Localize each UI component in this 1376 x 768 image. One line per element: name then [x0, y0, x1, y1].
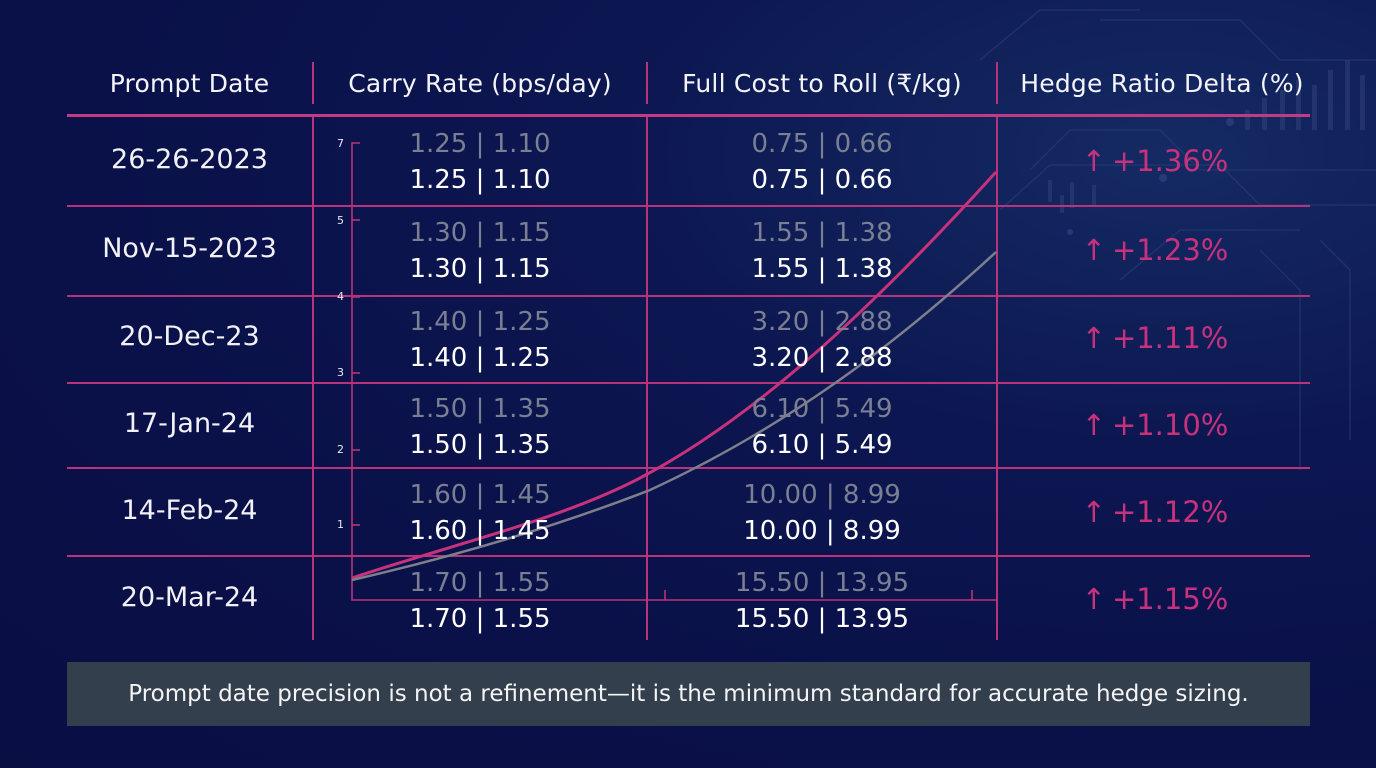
full-cost-value: 10.00 | 8.99 [743, 516, 901, 546]
arrow-up-icon: ↑ [1081, 408, 1106, 442]
header-divider [312, 62, 314, 104]
hedge-delta-value: +1.11% [1111, 321, 1229, 355]
full-cost-value: 1.55 | 1.38 [751, 254, 893, 284]
full-cost-ghost: 10.00 | 8.99 [743, 480, 901, 510]
full-cost-value: 6.10 | 5.49 [751, 430, 893, 460]
full-cost-cell: 0.75 | 0.66 0.75 | 0.66 [648, 126, 996, 198]
header-carry-rate: Carry Rate (bps/day) [348, 68, 612, 98]
column-divider [312, 117, 314, 640]
hedge-delta-value: +1.15% [1111, 582, 1229, 616]
full-cost-value: 0.75 | 0.66 [751, 165, 893, 195]
arrow-up-icon: ↑ [1081, 233, 1106, 267]
carry-rate-cell: 1.30 | 1.15 1.30 | 1.15 [314, 215, 646, 287]
header-divider [996, 62, 998, 104]
full-cost-cell: 15.50 | 13.95 15.50 | 13.95 [648, 565, 996, 637]
hedge-delta-cell: ↑ +1.11% [1000, 321, 1310, 355]
arrow-up-icon: ↑ [1081, 321, 1106, 355]
carry-rate-cell: 1.70 | 1.55 1.70 | 1.55 [314, 565, 646, 637]
row-prompt-date: 20-Dec-23 [119, 321, 260, 352]
full-cost-cell: 1.55 | 1.38 1.55 | 1.38 [648, 215, 996, 287]
hedge-delta-value: +1.12% [1111, 495, 1229, 529]
column-divider [996, 117, 998, 640]
header-full-cost: Full Cost to Roll (₹/kg) [682, 68, 962, 98]
carry-rate-ghost: 1.40 | 1.25 [409, 307, 551, 337]
full-cost-value: 3.20 | 2.88 [751, 343, 893, 373]
carry-rate-cell: 1.40 | 1.25 1.40 | 1.25 [314, 304, 646, 376]
full-cost-cell: 6.10 | 5.49 6.10 | 5.49 [648, 391, 996, 463]
arrow-up-icon: ↑ [1081, 495, 1106, 529]
y-tick-label: 4 [337, 290, 344, 303]
full-cost-ghost: 6.10 | 5.49 [751, 394, 893, 424]
footer-text: Prompt date precision is not a refinemen… [128, 681, 1249, 707]
row-divider [67, 382, 1310, 384]
carry-rate-ghost: 1.25 | 1.10 [409, 129, 551, 159]
carry-rate-value: 1.60 | 1.45 [409, 516, 551, 546]
row-divider [67, 555, 1310, 557]
hedge-delta-cell: ↑ +1.12% [1000, 495, 1310, 529]
full-cost-ghost: 15.50 | 13.95 [734, 568, 910, 598]
footer-callout: Prompt date precision is not a refinemen… [67, 662, 1310, 726]
arrow-up-icon: ↑ [1081, 582, 1106, 616]
y-tick-label: 2 [337, 443, 344, 456]
full-cost-cell: 3.20 | 2.88 3.20 | 2.88 [648, 304, 996, 376]
full-cost-ghost: 0.75 | 0.66 [751, 129, 893, 159]
carry-rate-cell: 1.50 | 1.35 1.50 | 1.35 [314, 391, 646, 463]
row-divider [67, 295, 1310, 297]
hedge-delta-value: +1.10% [1111, 408, 1229, 442]
carry-rate-ghost: 1.50 | 1.35 [409, 394, 551, 424]
full-cost-ghost: 1.55 | 1.38 [751, 218, 893, 248]
carry-rate-cell: 1.60 | 1.45 1.60 | 1.45 [314, 477, 646, 549]
carry-rate-value: 1.30 | 1.15 [409, 254, 551, 284]
arrow-up-icon: ↑ [1081, 144, 1106, 178]
row-prompt-date: 17-Jan-24 [123, 408, 256, 439]
hedge-delta-cell: ↑ +1.36% [1000, 144, 1310, 178]
row-divider [67, 205, 1310, 207]
header-hedge-delta: Hedge Ratio Delta (%) [1020, 68, 1304, 98]
full-cost-value: 15.50 | 13.95 [734, 604, 910, 634]
row-divider [67, 467, 1310, 469]
y-tick-label: 3 [337, 366, 344, 379]
y-tick-label: 1 [337, 518, 344, 531]
hedge-delta-value: +1.23% [1111, 233, 1229, 267]
row-prompt-date: 14-Feb-24 [121, 495, 258, 526]
y-tick-label: 7 [337, 137, 344, 150]
row-prompt-date: 20-Mar-24 [120, 582, 259, 613]
carry-rate-ghost: 1.30 | 1.15 [409, 218, 551, 248]
hedge-delta-value: +1.36% [1111, 144, 1229, 178]
carry-rate-value: 1.70 | 1.55 [409, 604, 551, 634]
header-prompt-date: Prompt Date [109, 68, 270, 98]
header-underline [67, 114, 1310, 117]
carry-rate-ghost: 1.60 | 1.45 [409, 480, 551, 510]
hedge-delta-cell: ↑ +1.23% [1000, 233, 1310, 267]
row-prompt-date: Nov-15-2023 [102, 233, 277, 264]
hedge-delta-cell: ↑ +1.15% [1000, 582, 1310, 616]
carry-rate-value: 1.25 | 1.10 [409, 165, 551, 195]
full-cost-cell: 10.00 | 8.99 10.00 | 8.99 [648, 477, 996, 549]
y-tick-label: 5 [337, 214, 344, 227]
row-prompt-date: 26-26-2023 [111, 144, 268, 175]
carry-rate-value: 1.50 | 1.35 [409, 430, 551, 460]
header-divider [646, 62, 648, 104]
full-cost-ghost: 3.20 | 2.88 [751, 307, 893, 337]
hedge-delta-cell: ↑ +1.10% [1000, 408, 1310, 442]
carry-rate-value: 1.40 | 1.25 [409, 343, 551, 373]
carry-rate-ghost: 1.70 | 1.55 [409, 568, 551, 598]
carry-rate-cell: 1.25 | 1.10 1.25 | 1.10 [314, 126, 646, 198]
